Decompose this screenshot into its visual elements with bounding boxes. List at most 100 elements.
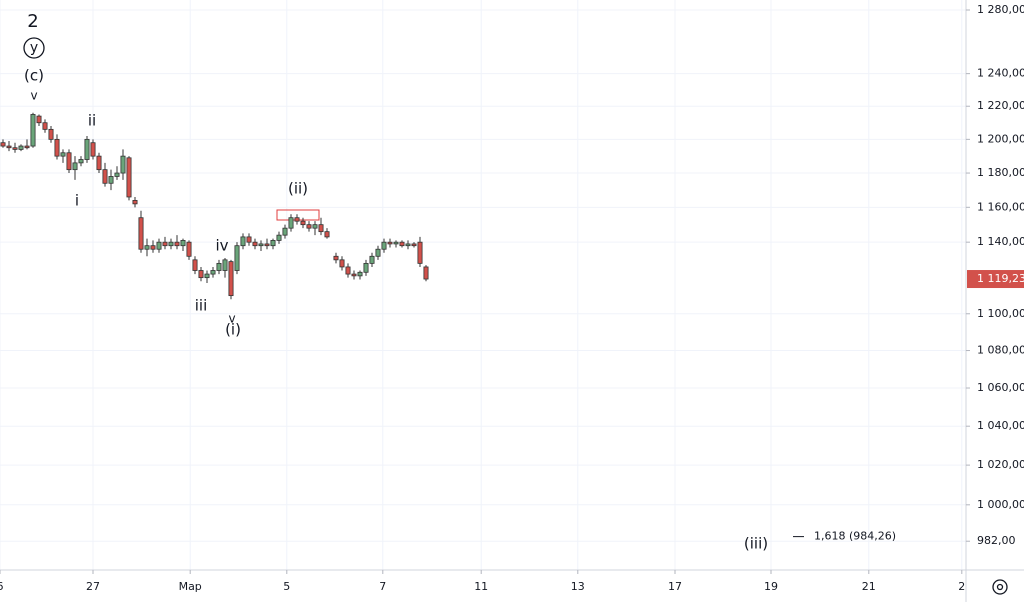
candle-body: [6, 145, 12, 149]
candle-body: [339, 259, 345, 268]
candle-body: [423, 266, 429, 280]
candle-body: [198, 270, 204, 279]
candle-body: [351, 273, 357, 277]
y-tick-label: 1 020,00: [977, 458, 1024, 471]
x-tick-label: 19: [764, 580, 778, 593]
candle-body: [399, 241, 405, 247]
candle-body: [288, 217, 294, 229]
y-tick-label: 1 000,00: [977, 498, 1024, 511]
wave-label: i: [75, 192, 79, 210]
candle-body: [282, 227, 288, 236]
candle-body: [300, 220, 306, 226]
candle-body: [405, 243, 411, 247]
x-tick-label: 17: [668, 580, 682, 593]
candle-body: [150, 245, 156, 250]
candle-body: [411, 243, 417, 247]
candle-body: [30, 114, 36, 147]
wave-label: (c): [24, 67, 44, 85]
settings-icon[interactable]: [992, 579, 1008, 595]
candle-body: [210, 270, 216, 275]
candle-body: [168, 241, 174, 247]
candle-body: [156, 241, 162, 250]
wave-circle: [23, 37, 45, 59]
candle-body: [417, 241, 423, 264]
x-tick-label: 11: [474, 580, 488, 593]
x-tick-label: 13: [571, 580, 585, 593]
candle-body: [132, 200, 138, 205]
candle-body: [393, 241, 399, 245]
candle-body: [306, 224, 312, 229]
candle-body: [102, 169, 108, 184]
wave-label: 2: [27, 11, 38, 32]
x-tick-label: 2: [958, 580, 965, 593]
wave-label: iii: [195, 297, 208, 315]
wave-label: v: [228, 312, 235, 326]
candle-body: [264, 243, 270, 247]
candle-body: [381, 241, 387, 250]
candle-body: [357, 271, 363, 277]
fib-label: 1,618 (984,26): [814, 530, 896, 543]
candle-body: [144, 245, 150, 250]
x-tick-label: 27: [86, 580, 100, 593]
candle-body: [216, 262, 222, 271]
x-tick-label: 5: [283, 580, 290, 593]
candle-body: [324, 231, 330, 238]
candle-body: [84, 138, 90, 160]
candle-body: [252, 241, 258, 247]
y-tick-label: 1 060,00: [977, 381, 1024, 394]
candle-body: [24, 145, 30, 149]
y-tick-label: 1 200,00: [977, 132, 1024, 145]
candle-body: [162, 241, 168, 247]
wave-label: (iii): [744, 535, 768, 553]
candle-body: [42, 122, 48, 130]
grid: [0, 0, 966, 570]
x-tick-label: Мар: [179, 580, 202, 593]
y-tick-label: 1 280,00: [977, 3, 1024, 16]
candle-body: [270, 240, 276, 247]
candle-body: [180, 240, 186, 247]
candle-body: [108, 176, 114, 184]
settings-icon-center[interactable]: [996, 583, 1004, 591]
wave-label: y: [30, 40, 38, 56]
settings-button[interactable]: [992, 579, 1008, 595]
wave-label: (ii): [288, 180, 308, 198]
y-tick-label: 1 160,00: [977, 200, 1024, 213]
candle-body: [60, 152, 66, 157]
wave-label: iv: [215, 237, 228, 255]
candle-body: [192, 259, 198, 271]
candle-body: [312, 224, 318, 229]
candle-body: [294, 217, 300, 222]
candle-body: [0, 142, 6, 147]
y-tick-label: 982,00: [977, 534, 1016, 547]
candle-body: [234, 245, 240, 271]
candle-body: [240, 236, 246, 247]
candle-body: [48, 128, 54, 140]
candle-body: [120, 155, 126, 174]
candle-body: [12, 147, 18, 150]
candle-body: [114, 172, 120, 177]
y-tick-label: 1 080,00: [977, 344, 1024, 357]
x-tick-label: 21: [862, 580, 876, 593]
wave-label: v: [30, 89, 37, 103]
candle-body: [222, 259, 228, 271]
candle-body: [36, 115, 42, 124]
candle-body: [174, 241, 180, 247]
candle-body: [90, 142, 96, 157]
y-tick-label: 1 220,00: [977, 99, 1024, 112]
wave-label: ii: [88, 112, 96, 130]
candle-body: [276, 234, 282, 241]
candle-body: [186, 241, 192, 257]
candle-body: [369, 255, 375, 264]
candle-body: [66, 152, 72, 171]
wave-label: (i): [225, 321, 241, 339]
candle-body: [126, 157, 132, 198]
candle-body: [96, 155, 102, 171]
candle-body: [72, 162, 78, 171]
candle-body: [138, 217, 144, 250]
candle-body: [363, 262, 369, 273]
x-tick-label: 6: [0, 580, 4, 593]
candle-body: [228, 261, 234, 297]
candle-body: [375, 248, 381, 257]
